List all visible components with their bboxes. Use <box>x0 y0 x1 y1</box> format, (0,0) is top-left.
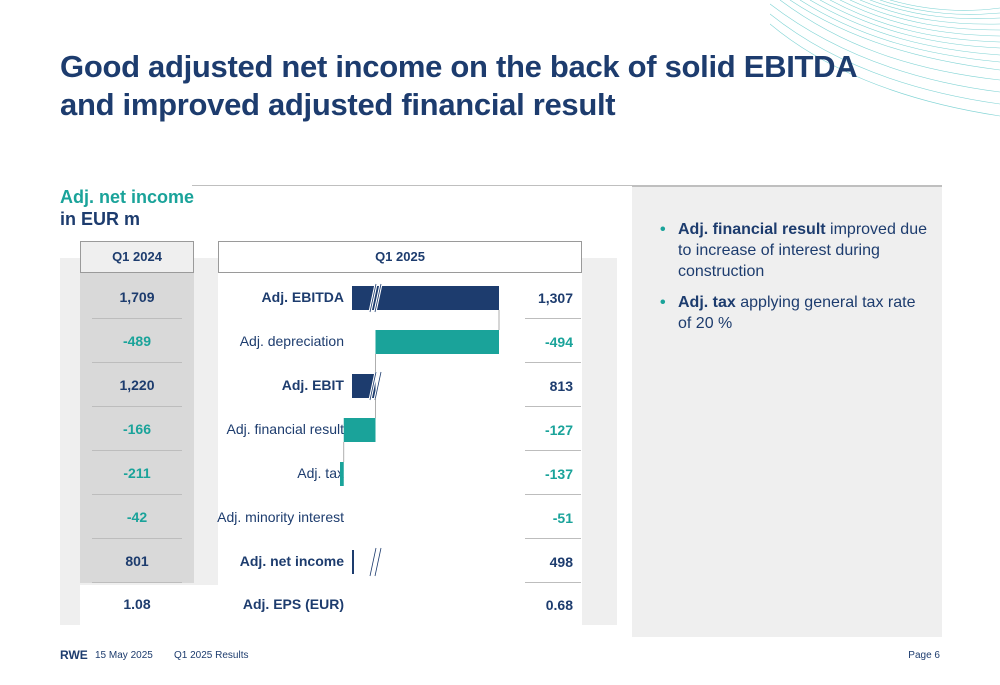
category-label: Adj. depreciation <box>239 333 344 349</box>
eps-q1-2024: 1.08 <box>123 596 151 612</box>
bullet-bold: Adj. tax <box>678 294 736 311</box>
row-separator <box>525 406 581 407</box>
row-separator <box>92 406 182 407</box>
category-label: Adj. EBITDA <box>261 289 344 305</box>
bullet-bold: Adj. financial result <box>678 221 826 238</box>
category-label: Adj. minority interest <box>217 509 344 525</box>
row-separator <box>525 450 581 451</box>
row-separator <box>92 362 182 363</box>
row-separator <box>92 318 182 319</box>
q1-2024-column <box>80 273 194 583</box>
waterfall-chart <box>340 283 500 577</box>
page-title: Good adjusted net income on the back of … <box>60 48 880 124</box>
row-separator <box>92 582 182 583</box>
eps-label: Adj. EPS (EUR) <box>242 596 344 612</box>
q1-2024-value: 1,709 <box>119 289 155 305</box>
row-separator <box>525 318 581 319</box>
category-label: Adj. financial result <box>226 421 344 437</box>
total-bar <box>352 374 376 398</box>
divider-line <box>192 185 942 186</box>
row-separator <box>92 538 182 539</box>
category-label: Adj. tax <box>297 465 344 481</box>
delta-bar <box>340 462 344 486</box>
bullet-text: applying general tax rate of 20 % <box>678 294 916 332</box>
commentary-panel <box>632 186 942 637</box>
q1-2024-value: -166 <box>122 421 152 437</box>
delta-bar <box>343 418 376 442</box>
q1-2025-header: Q1 2025 <box>218 241 582 273</box>
title-line-1: Good adjusted net income on the back of … <box>60 49 858 84</box>
row-separator <box>525 538 581 539</box>
page-number: Page 6 <box>908 650 940 661</box>
row-separator <box>525 582 581 583</box>
q1-2024-value: -211 <box>123 465 151 481</box>
category-label: Adj. net income <box>239 553 344 569</box>
chart-subheading: Adj. net income in EUR m <box>60 186 194 230</box>
subhead-metric: Adj. net income <box>60 187 195 207</box>
footer-date: 15 May 2025 <box>95 650 153 661</box>
q1-2024-value: -489 <box>122 333 152 349</box>
title-line-2: and improved adjusted financial result <box>60 87 616 122</box>
footer-document: Q1 2025 Results <box>174 650 249 661</box>
bullet-item: • Adj. tax applying general tax rate of … <box>660 292 930 334</box>
bullet-dot-icon: • <box>660 294 666 311</box>
commentary-bullets: • Adj. financial result improved due to … <box>660 219 930 344</box>
bullet-dot-icon: • <box>660 221 666 238</box>
q1-2025-value: -137 <box>544 466 573 482</box>
q1-2025-value: -51 <box>552 510 573 526</box>
rwe-logo: RWE <box>60 648 88 662</box>
q1-2024-value: 1,220 <box>119 377 155 393</box>
row-separator <box>525 362 581 363</box>
row-separator <box>92 494 182 495</box>
q1-2025-value: -494 <box>544 334 573 350</box>
axis-break-line <box>369 547 382 577</box>
q1-2025-value: 813 <box>549 378 573 394</box>
q1-2025-value: -127 <box>544 422 573 438</box>
delta-bar <box>375 330 499 354</box>
total-bar <box>352 550 354 574</box>
q1-2025-value: 1,307 <box>537 290 573 306</box>
subhead-unit: in EUR m <box>60 209 141 229</box>
eps-row-band <box>80 585 582 625</box>
q1-2025-value: 498 <box>549 554 573 570</box>
q1-2024-header: Q1 2024 <box>80 241 194 273</box>
row-separator <box>525 494 581 495</box>
category-label: Adj. EBIT <box>281 377 344 393</box>
axis-break-line <box>369 371 382 401</box>
axis-break-line <box>369 283 382 313</box>
q1-2024-value: 801 <box>125 553 149 569</box>
bullet-text: improved due to increase of interest dur… <box>678 221 927 280</box>
q1-2024-value: -42 <box>126 509 148 525</box>
row-separator <box>92 450 182 451</box>
eps-q1-2025: 0.68 <box>545 597 573 613</box>
bullet-item: • Adj. financial result improved due to … <box>660 219 930 282</box>
decorative-wave-lines <box>770 0 1000 117</box>
